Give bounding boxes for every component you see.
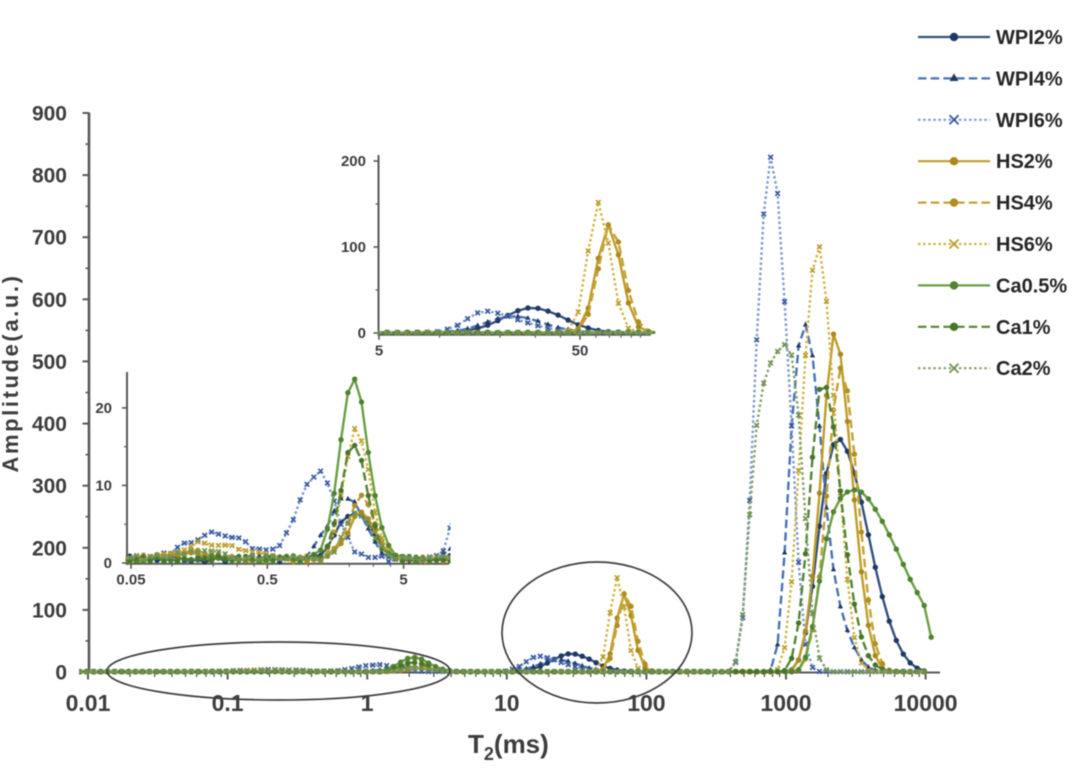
svg-text:HS4%: HS4% (996, 193, 1053, 215)
svg-text:0.05: 0.05 (116, 572, 145, 589)
svg-text:0: 0 (358, 325, 366, 342)
svg-text:WPI2%: WPI2% (996, 27, 1063, 49)
svg-text:Ca2%: Ca2% (996, 358, 1051, 380)
svg-text:WPI6%: WPI6% (996, 110, 1063, 132)
svg-text:800: 800 (32, 165, 67, 188)
svg-text:700: 700 (32, 227, 67, 250)
svg-text:50: 50 (572, 343, 589, 360)
svg-text:0.01: 0.01 (66, 690, 111, 716)
svg-text:10: 10 (494, 690, 520, 716)
svg-text:100: 100 (341, 239, 366, 256)
svg-text:0: 0 (104, 555, 112, 572)
svg-text:200: 200 (32, 537, 67, 560)
svg-text:10: 10 (95, 477, 112, 494)
svg-text:500: 500 (32, 351, 67, 374)
svg-text:20: 20 (95, 400, 112, 417)
svg-text:0.5: 0.5 (257, 572, 278, 589)
svg-text:5: 5 (375, 343, 383, 360)
svg-text:Ca0.5%: Ca0.5% (996, 275, 1067, 297)
svg-text:300: 300 (32, 475, 67, 498)
svg-text:900: 900 (32, 103, 67, 126)
svg-text:HS2%: HS2% (996, 151, 1053, 173)
svg-text:100: 100 (32, 599, 67, 622)
svg-text:1000: 1000 (760, 690, 811, 716)
svg-text:5: 5 (399, 572, 407, 589)
svg-text:Amplitude(a.u.): Amplitude(a.u.) (0, 273, 23, 472)
svg-text:Ca1%: Ca1% (996, 317, 1051, 339)
svg-text:HS6%: HS6% (996, 234, 1053, 256)
svg-text:0.1: 0.1 (212, 690, 244, 716)
svg-text:0: 0 (55, 662, 67, 685)
svg-text:600: 600 (32, 289, 67, 312)
svg-text:100: 100 (627, 690, 665, 716)
svg-text:10000: 10000 (894, 690, 958, 716)
svg-text:400: 400 (32, 413, 67, 436)
svg-text:T2(ms): T2(ms) (468, 729, 549, 764)
svg-text:200: 200 (341, 153, 366, 170)
svg-text:WPI4%: WPI4% (996, 68, 1063, 90)
svg-text:1: 1 (361, 690, 374, 716)
